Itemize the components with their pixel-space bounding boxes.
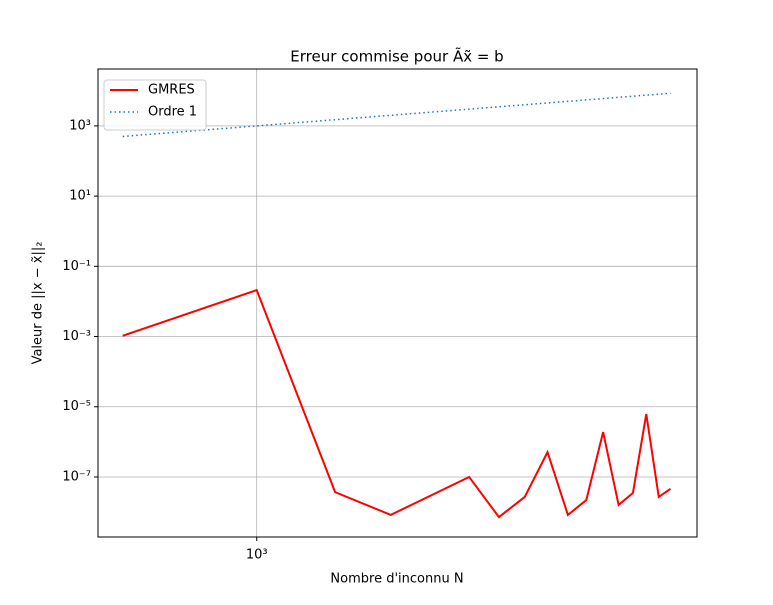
y-tick-label: 10³ [69,118,91,133]
y-tick-label: 10⁻³ [62,329,91,344]
y-tick-label: 10⁻¹ [62,259,91,274]
legend-label: GMRES [148,83,195,98]
y-axis-label: Valeur de ||x − x̃||₂ [31,242,46,365]
y-tick-label: 10⁻⁵ [62,399,91,414]
x-tick-label: 10³ [246,548,268,563]
y-tick-label: 10⁻⁷ [62,469,91,484]
legend-label: Ordre 1 [148,105,197,120]
x-axis-label: Nombre d'inconnu N [330,572,463,587]
data-line [122,92,671,138]
chart-title: Erreur commise pour Ãx̃ = b [290,47,503,66]
data-line [122,288,672,519]
legend-box [103,79,207,131]
plot-frame [97,68,698,538]
y-tick-label: 10¹ [69,189,91,204]
